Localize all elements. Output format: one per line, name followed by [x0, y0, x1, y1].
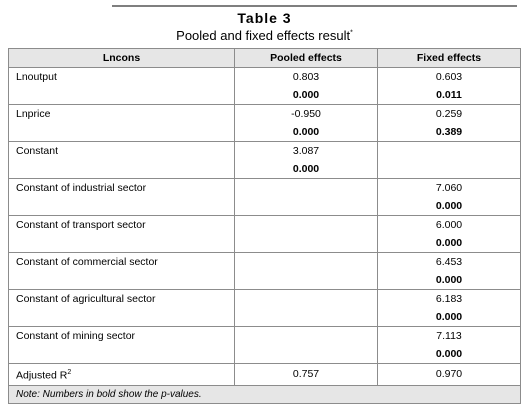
pooled-coef: [235, 290, 377, 308]
pooled-coef: [235, 327, 377, 345]
adjusted-r2-fixed: 0.970: [377, 363, 521, 386]
pooled-pvalue: 0.000: [292, 126, 320, 138]
pooled-cell: [234, 326, 378, 364]
top-rule: [112, 5, 517, 7]
pooled-cell: [234, 215, 378, 253]
table-row: Constant of transport sector 6.000 0.000: [8, 215, 521, 253]
fixed-coef: 7.113: [436, 330, 462, 342]
row-label: Lnoutput: [8, 67, 235, 105]
row-label: Constant of commercial sector: [8, 252, 235, 290]
pooled-coef: -0.950: [291, 108, 321, 120]
fixed-pvalue: 0.000: [435, 311, 463, 323]
pooled-cell: 0.803 0.000: [234, 67, 378, 105]
pooled-pvalue: [235, 234, 377, 252]
fixed-pvalue: 0.011: [436, 89, 462, 101]
header-pooled: Pooled effects: [234, 48, 378, 68]
row-label: Constant: [8, 141, 235, 179]
table-row: Constant of mining sector 7.113 0.000: [8, 326, 521, 364]
fixed-cell: [377, 141, 521, 179]
fixed-coef: 6.183: [435, 293, 463, 305]
fixed-coef: 0.259: [435, 108, 463, 120]
table-row: Constant of commercial sector 6.453 0.000: [8, 252, 521, 290]
results-table: Lncons Pooled effects Fixed effects Lnou…: [8, 48, 521, 404]
header-row: Lncons Pooled effects Fixed effects: [8, 48, 521, 68]
pooled-cell: 3.087 0.000: [234, 141, 378, 179]
pooled-pvalue: [235, 271, 377, 289]
table-row: Constant 3.087 0.000: [8, 141, 521, 179]
fixed-cell: 6.000 0.000: [377, 215, 521, 253]
adjusted-r2-superscript: 2: [67, 369, 72, 376]
pooled-coef: 3.087: [292, 145, 320, 157]
pooled-cell: [234, 178, 378, 216]
row-label: Constant of transport sector: [8, 215, 235, 253]
fixed-cell: 7.113 0.000: [377, 326, 521, 364]
pooled-cell: [234, 289, 378, 327]
fixed-coef: 7.060: [435, 182, 463, 194]
fixed-pvalue: 0.000: [435, 237, 463, 249]
pooled-coef: [235, 179, 377, 197]
pooled-cell: [234, 252, 378, 290]
table-subtitle: Pooled and fixed effects result*: [0, 28, 529, 43]
row-label: Constant of mining sector: [8, 326, 235, 364]
fixed-cell: 6.453 0.000: [377, 252, 521, 290]
pooled-pvalue: [235, 345, 377, 363]
adjusted-r2-row: Adjusted R2 0.757 0.970: [8, 363, 521, 386]
header-fixed: Fixed effects: [377, 48, 521, 68]
fixed-coef: [378, 142, 520, 160]
adjusted-r2-text: Adjusted R: [16, 369, 68, 382]
table-title: Table 3: [237, 10, 292, 26]
pooled-pvalue: 0.000: [292, 89, 320, 101]
adjusted-r2-pooled: 0.757: [234, 363, 378, 386]
row-label: Constant of industrial sector: [8, 178, 235, 216]
table-row: Constant of agricultural sector 6.183 0.0…: [8, 289, 521, 327]
fixed-cell: 0.259 0.389: [377, 104, 521, 142]
fixed-coef: 0.603: [435, 71, 463, 83]
pooled-coef: [235, 216, 377, 234]
note-row: Note: Numbers in bold show the p-values.: [8, 384, 521, 404]
adjusted-r2-label: Adjusted R2: [8, 363, 235, 386]
pooled-coef: [235, 253, 377, 271]
fixed-pvalue: [378, 160, 520, 178]
row-label: Lnprice: [8, 104, 235, 142]
fixed-cell: 7.060 0.000: [377, 178, 521, 216]
fixed-pvalue: 0.000: [435, 200, 463, 212]
fixed-cell: 6.183 0.000: [377, 289, 521, 327]
fixed-pvalue: 0.000: [435, 348, 463, 360]
fixed-pvalue: 0.389: [435, 126, 463, 138]
fixed-coef: 6.453: [435, 256, 463, 268]
pooled-pvalue: [235, 197, 377, 215]
header-lncons: Lncons: [8, 48, 235, 68]
fixed-coef: 6.000: [435, 219, 463, 231]
table-note: Note: Numbers in bold show the p-values.: [8, 384, 521, 404]
pooled-pvalue: [235, 308, 377, 326]
fixed-cell: 0.603 0.011: [377, 67, 521, 105]
subtitle-text: Pooled and fixed effects result: [176, 28, 351, 43]
row-label: Constant of agricultural sector: [8, 289, 235, 327]
table-row: Constant of industrial sector 7.060 0.000: [8, 178, 521, 216]
subtitle-footnote-mark: *: [350, 29, 353, 37]
table-row: Lnoutput 0.803 0.000 0.603 0.011: [8, 67, 521, 105]
pooled-pvalue: 0.000: [292, 163, 320, 175]
table-row: Lnprice -0.950 0.000 0.259 0.389: [8, 104, 521, 142]
fixed-pvalue: 0.000: [435, 274, 463, 286]
pooled-coef: 0.803: [292, 71, 320, 83]
pooled-cell: -0.950 0.000: [234, 104, 378, 142]
